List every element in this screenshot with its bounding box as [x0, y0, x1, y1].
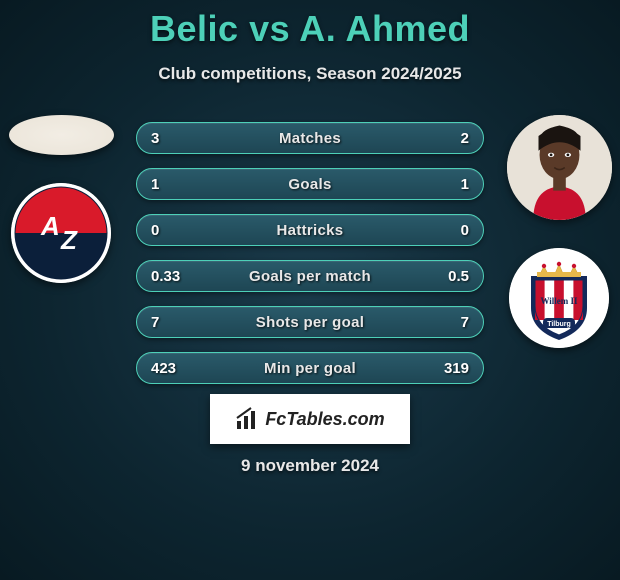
- stat-right-value: 0.5: [429, 268, 469, 285]
- page-title: Belic vs A. Ahmed: [0, 0, 620, 50]
- date-text: 9 november 2024: [241, 456, 379, 476]
- stat-right-value: 7: [429, 314, 469, 331]
- brand-badge: FcTables.com: [210, 394, 410, 444]
- stat-left-value: 7: [151, 314, 191, 331]
- az-logo-icon: A Z: [11, 183, 111, 283]
- svg-text:Tilburg: Tilburg: [547, 321, 571, 328]
- stat-label: Goals per match: [249, 268, 371, 285]
- stat-left-value: 0.33: [151, 268, 191, 285]
- svg-text:Willem II: Willem II: [540, 296, 578, 306]
- svg-text:Z: Z: [60, 225, 78, 255]
- stat-label: Shots per goal: [256, 314, 364, 331]
- right-column: Tilburg Willem II: [504, 115, 614, 348]
- svg-text:A: A: [40, 211, 60, 241]
- stat-label: Matches: [279, 130, 341, 147]
- stat-left-value: 3: [151, 130, 191, 147]
- stat-left-value: 1: [151, 176, 191, 193]
- subtitle: Club competitions, Season 2024/2025: [0, 64, 620, 84]
- stat-left-value: 423: [151, 360, 191, 377]
- stat-row: 7 Shots per goal 7: [136, 306, 484, 338]
- brand-chart-icon: [235, 407, 259, 431]
- stat-label: Hattricks: [277, 222, 344, 239]
- brand-text: FcTables.com: [265, 409, 384, 430]
- club-right-logo: Tilburg Willem II: [509, 248, 609, 348]
- stat-rows: 3 Matches 2 1 Goals 1 0 Hattricks 0 0.33…: [136, 122, 484, 384]
- stat-row: 1 Goals 1: [136, 168, 484, 200]
- stat-row: 0 Hattricks 0: [136, 214, 484, 246]
- stat-right-value: 0: [429, 222, 469, 239]
- stat-row: 3 Matches 2: [136, 122, 484, 154]
- stat-row: 423 Min per goal 319: [136, 352, 484, 384]
- stat-row: 0.33 Goals per match 0.5: [136, 260, 484, 292]
- willem-logo-icon: Tilburg Willem II: [509, 248, 609, 348]
- club-left-logo: A Z: [11, 183, 111, 283]
- player-portrait-icon: [507, 115, 612, 220]
- stat-right-value: 2: [429, 130, 469, 147]
- left-column: A Z: [6, 115, 116, 283]
- stat-right-value: 1: [429, 176, 469, 193]
- player-left-photo: [9, 115, 114, 155]
- player-right-photo: [507, 115, 612, 220]
- stat-right-value: 319: [429, 360, 469, 377]
- stat-label: Goals: [288, 176, 331, 193]
- stat-left-value: 0: [151, 222, 191, 239]
- stat-label: Min per goal: [264, 360, 356, 377]
